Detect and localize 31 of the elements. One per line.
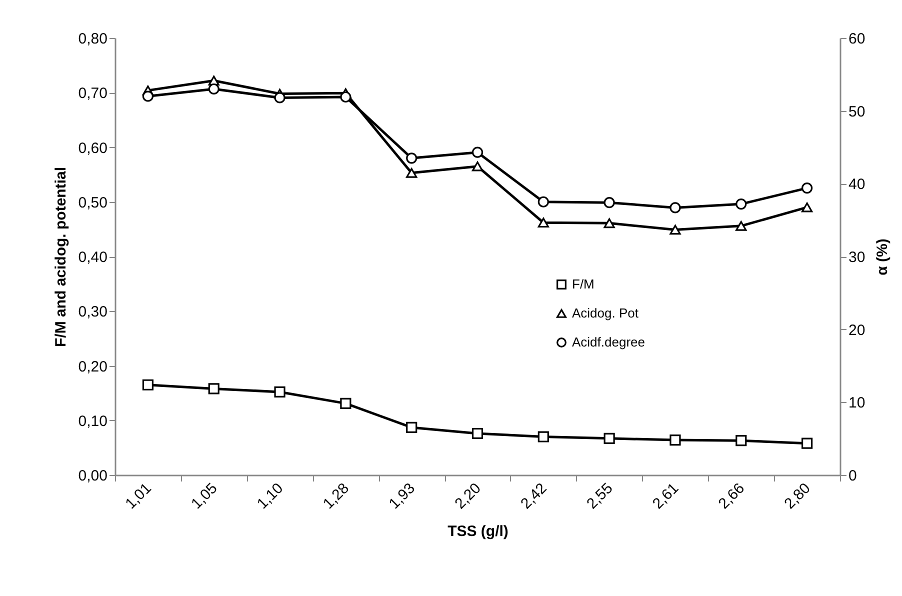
y-tick-label: 0,50 xyxy=(78,194,108,212)
x-tick-label: 1,28 xyxy=(320,480,353,513)
x-tick-label: 2,20 xyxy=(452,480,484,513)
legend-label: F/M xyxy=(572,276,594,292)
y-tick-label: 0,80 xyxy=(78,30,108,48)
y-tick-label: 0,00 xyxy=(78,468,108,484)
y2-tick-label: 0 xyxy=(848,468,857,484)
y-tick-label: 0,20 xyxy=(78,358,108,376)
x-tick-label: 1,01 xyxy=(122,480,155,513)
x-axis-title: TSS (g/l) xyxy=(448,522,508,540)
y-axis-title: F/M and acidog. potential xyxy=(52,167,70,347)
x-tick-label: 2,80 xyxy=(781,480,814,513)
y2-tick-label: 30 xyxy=(848,249,866,266)
y2-tick-label: 50 xyxy=(848,103,866,120)
x-tick-label: 2,66 xyxy=(715,480,748,513)
x-tick-label: 2,61 xyxy=(649,480,682,513)
x-tick-label: 2,42 xyxy=(518,480,550,513)
legend-label: Acidf.degree xyxy=(572,334,645,350)
y2-tick-label: 20 xyxy=(848,322,866,339)
y2-tick-label: 60 xyxy=(848,30,866,48)
legend-label: Acidog. Pot xyxy=(572,306,639,320)
y2-axis-title: α (%) xyxy=(874,238,892,276)
y-tick-label: 0,60 xyxy=(78,140,108,157)
y2-tick-label: 40 xyxy=(848,176,866,194)
x-tick-label: 1,93 xyxy=(386,480,418,513)
y-tick-label: 0,40 xyxy=(78,249,108,266)
y2-tick-label: 10 xyxy=(848,394,866,412)
x-tick-label: 1,10 xyxy=(254,480,287,513)
y-tick-label: 0,30 xyxy=(78,304,108,321)
y-tick-label: 0,10 xyxy=(78,412,108,430)
y-tick-label: 0,70 xyxy=(78,85,108,102)
